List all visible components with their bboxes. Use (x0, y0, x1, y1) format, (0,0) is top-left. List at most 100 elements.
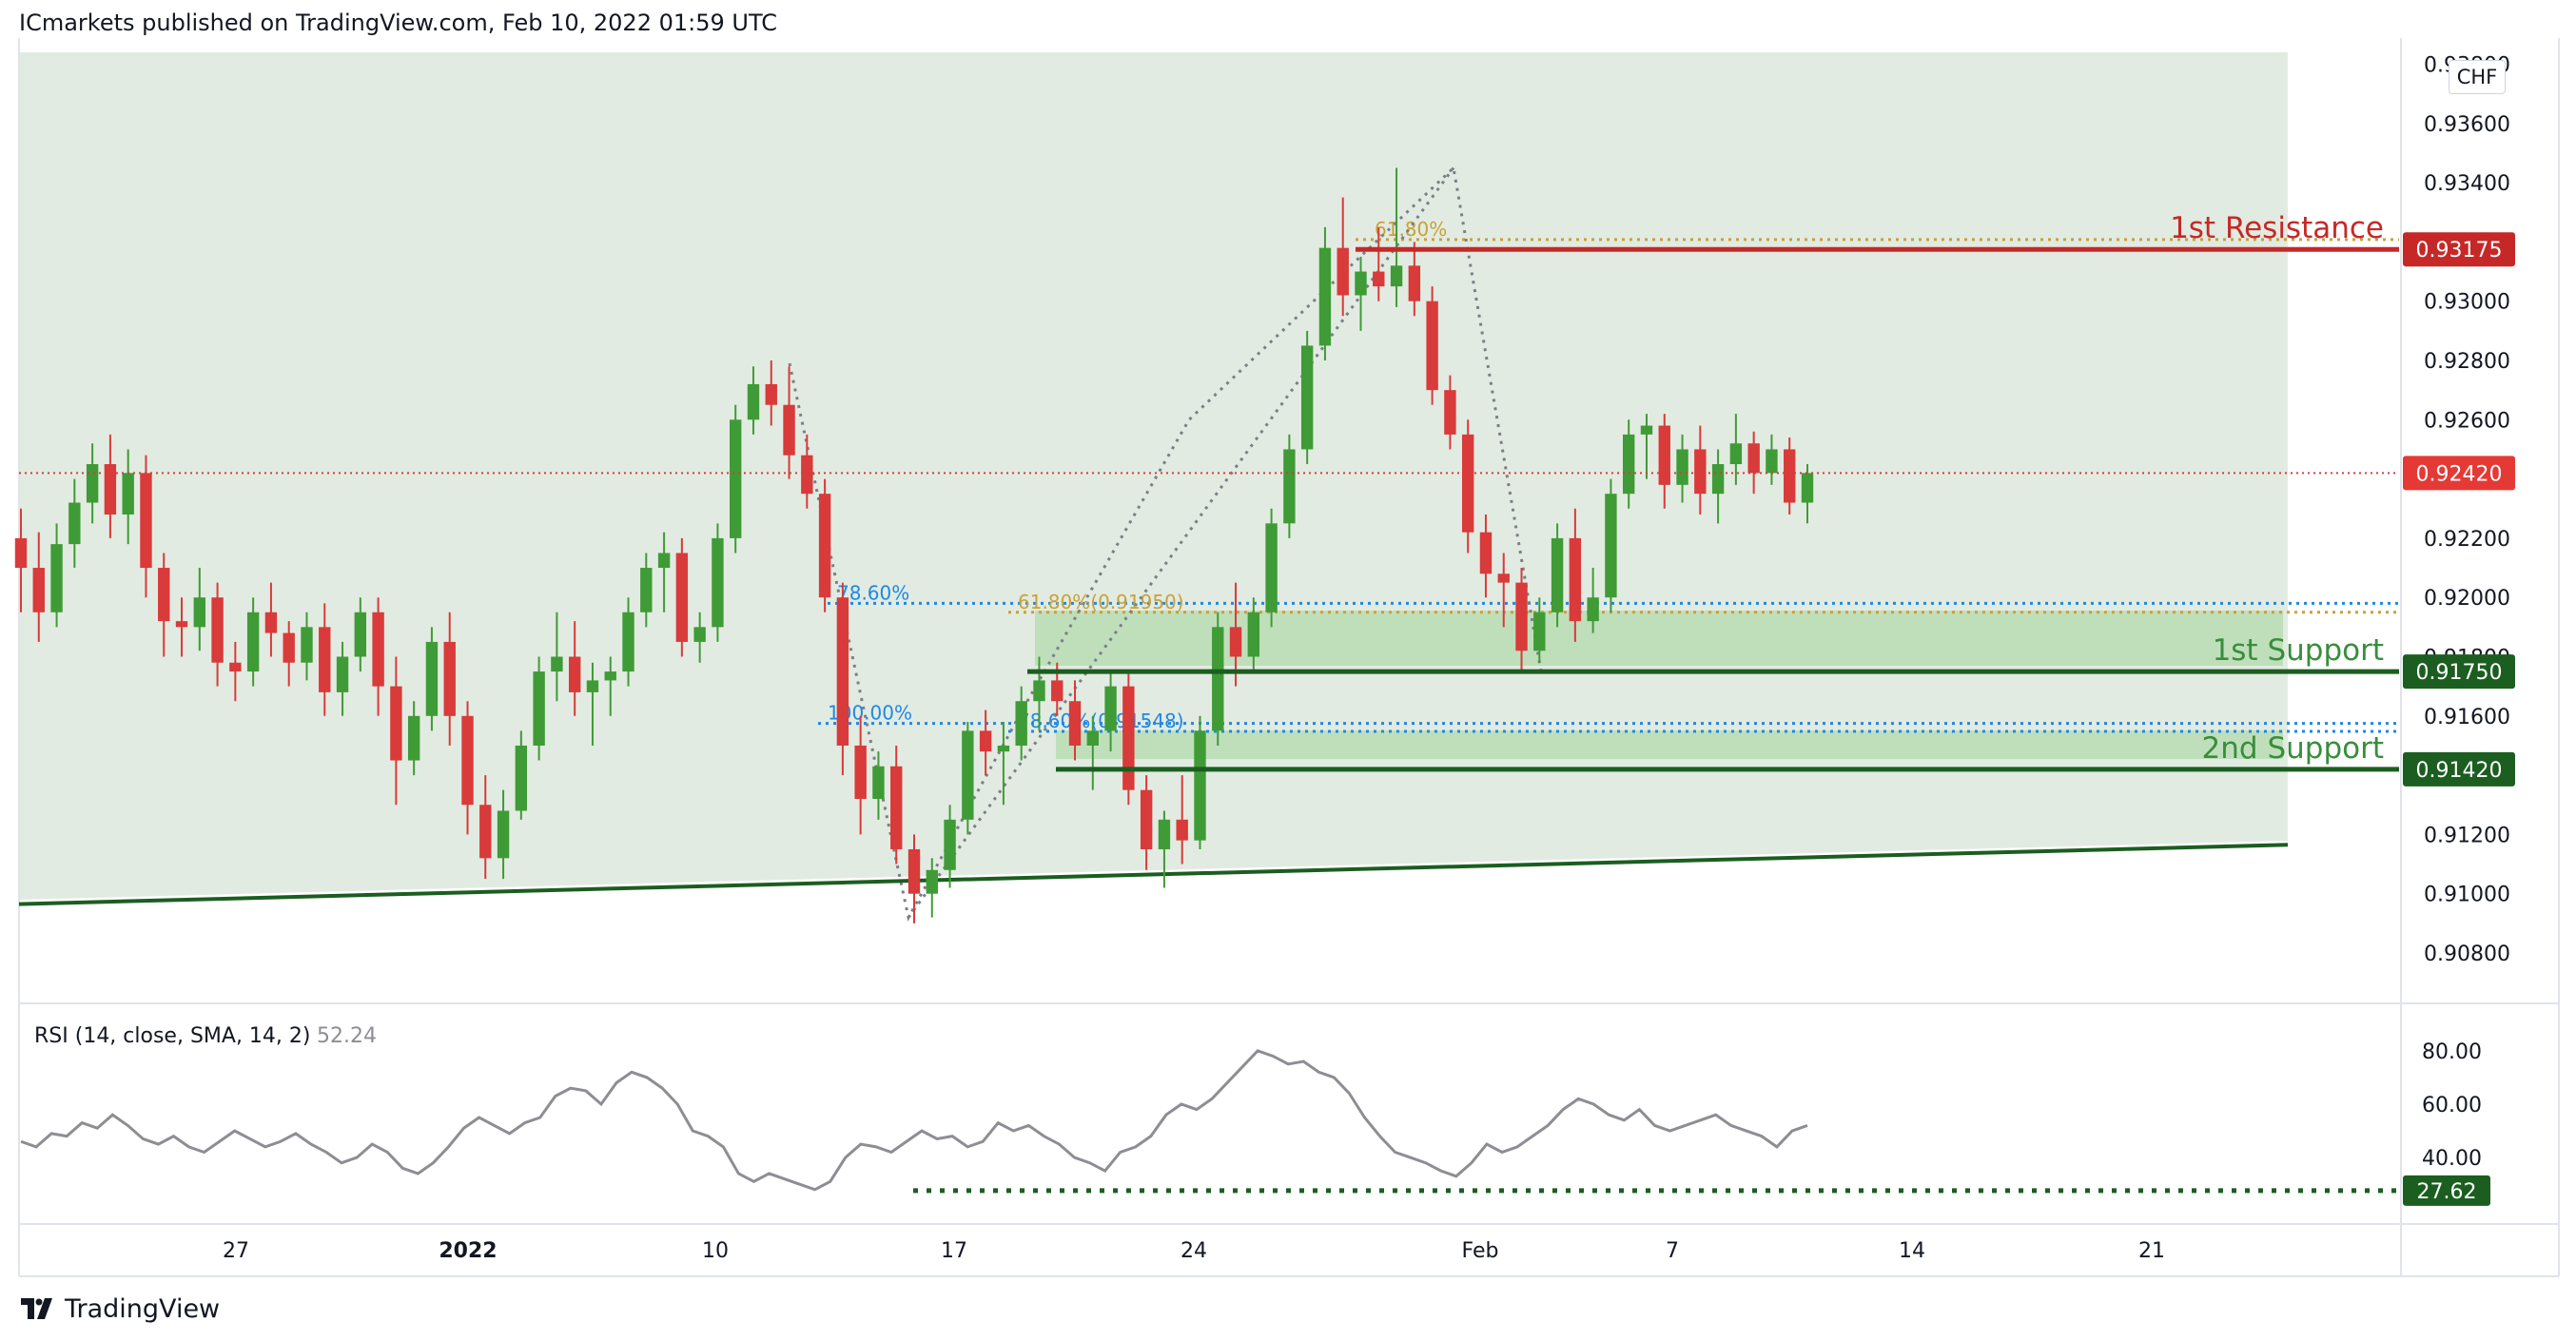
candle-body (712, 537, 724, 628)
candle-body (319, 627, 331, 692)
time-tick: 7 (1666, 1239, 1679, 1263)
candle-body (622, 612, 634, 672)
candle-body (32, 568, 45, 612)
rsi-last-value: 52.24 (317, 1024, 377, 1048)
candle-body (479, 805, 492, 859)
level-title: 2nd Support (2202, 731, 2384, 766)
candle-body (1212, 627, 1224, 731)
candle-body (1497, 573, 1510, 583)
time-tick: 24 (1181, 1239, 1207, 1263)
candle-body (604, 671, 616, 681)
candle-body (533, 671, 545, 746)
candle-body (657, 553, 671, 569)
candle-body (104, 464, 117, 515)
chart-area[interactable]: 61.80%78.60% 61.80%(0.91950)100.00% 78.60%… (0, 0, 2576, 1284)
candle-body (193, 597, 205, 628)
candle-body (1479, 532, 1493, 574)
candle-body (907, 848, 921, 894)
candle-body (372, 612, 384, 687)
price-tick: 0.92600 (2424, 409, 2510, 433)
candle-body (1747, 443, 1760, 474)
candle-body (586, 680, 599, 692)
candle-body (175, 621, 188, 628)
candle-body (246, 612, 260, 672)
candle-body (140, 473, 152, 569)
price-tag: 0.92420 (2416, 462, 2503, 486)
candle-body (158, 568, 170, 622)
price-tag-box (2403, 654, 2515, 690)
tradingview-logo[interactable]: TradingView (21, 1293, 220, 1324)
candle-body (962, 730, 974, 820)
candle-body (818, 494, 831, 598)
candle-body (1355, 271, 1367, 296)
price-tick: 0.90800 (2424, 943, 2510, 966)
candle-body (1318, 247, 1332, 346)
candle-body (747, 383, 760, 420)
candle-body (1265, 523, 1278, 612)
candle-body (1337, 247, 1349, 296)
fib-label: 61.80%(0.91950) (1018, 591, 1184, 613)
candle-body (1373, 271, 1385, 287)
level-title: 1st Resistance (2170, 211, 2384, 245)
levels-group: 1st Resistance 1st Support 2nd Support (19, 211, 2399, 772)
candle-body (944, 819, 956, 870)
candle-body (354, 612, 367, 657)
candle-body (979, 730, 992, 752)
candle-body (1658, 425, 1670, 485)
candle-body (407, 715, 420, 761)
candle-body (1569, 537, 1582, 622)
candle-body (1587, 597, 1599, 622)
candle-body (1176, 819, 1188, 841)
price-tick: 0.92200 (2424, 528, 2510, 552)
candle-body (551, 656, 563, 672)
candle-body (390, 686, 402, 761)
channel-zone (19, 52, 2288, 900)
trend-line (18, 843, 2289, 906)
candle-body (211, 597, 224, 663)
currency-button[interactable]: CHF (2449, 60, 2506, 94)
candle-body (1140, 789, 1153, 849)
candle-body (1051, 680, 1064, 702)
tradingview-brand: TradingView (65, 1293, 221, 1324)
price-tag: 0.91420 (2416, 759, 2503, 783)
candle-body (461, 715, 474, 806)
price-axis[interactable]: 0.938000.936000.934000.932000.930000.928… (2424, 54, 2510, 967)
time-tick: 10 (702, 1239, 729, 1263)
candle-body (1676, 449, 1688, 485)
fib-label: 61.80% (1375, 218, 1447, 241)
candle-body (836, 597, 849, 746)
candle-body (1461, 434, 1474, 533)
fib-lines: 61.80%78.60% 61.80%(0.91950)100.00% 78.60%… (818, 218, 2399, 733)
rsi-tick: 80.00 (2422, 1040, 2482, 1064)
tradingview-logo-icon (21, 1298, 55, 1319)
candle-body (1390, 265, 1403, 287)
candle-body (1801, 473, 1814, 503)
price-tick: 0.93600 (2424, 113, 2510, 137)
candle-body (68, 502, 81, 545)
candle-body (1515, 582, 1528, 651)
candle-body (890, 766, 903, 849)
rsi-pane: RSI (14, close, SMA, 14, 2) 52.24 80.00 60.… (20, 1024, 2490, 1206)
candle-body (229, 662, 242, 672)
candle-body (283, 632, 295, 663)
price-tag-box (2403, 232, 2515, 267)
candle-body (264, 612, 278, 633)
candle-body (1122, 686, 1135, 790)
time-tick: 14 (1899, 1239, 1925, 1263)
rsi-title: RSI (14, close, SMA, 14, 2) (34, 1024, 311, 1048)
price-tick: 0.91200 (2424, 824, 2510, 847)
price-tick: 0.93400 (2424, 172, 2510, 196)
time-tick: 2022 (439, 1239, 497, 1263)
candle-body (926, 869, 938, 894)
candle-body (1194, 730, 1206, 841)
level-title: 1st Support (2213, 633, 2384, 668)
candle-body (568, 656, 581, 692)
time-axis[interactable]: 27 2022 10 17 24 Feb 7 14 21 (223, 1239, 2165, 1263)
candles-group (14, 167, 1814, 923)
time-tick: 21 (2138, 1239, 2165, 1263)
candle-body (1711, 464, 1725, 495)
candle-body (1444, 390, 1456, 435)
candle-body (1283, 449, 1296, 524)
candle-body (1033, 680, 1045, 702)
candle-body (1694, 449, 1707, 495)
